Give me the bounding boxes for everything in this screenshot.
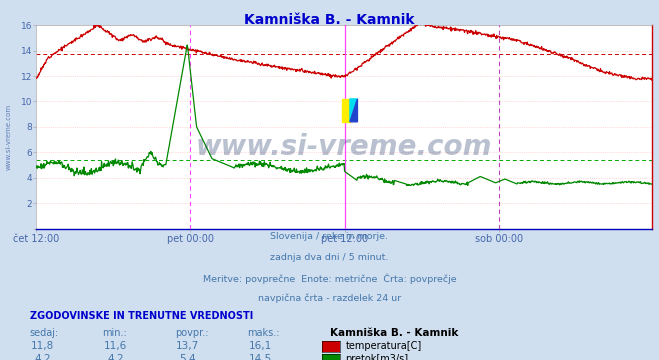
- Text: www.si-vreme.com: www.si-vreme.com: [196, 133, 492, 161]
- Text: zadnja dva dni / 5 minut.: zadnja dva dni / 5 minut.: [270, 253, 389, 262]
- Text: Kamniška B. - Kamnik: Kamniška B. - Kamnik: [330, 328, 458, 338]
- Text: Slovenija / reke in morje.: Slovenija / reke in morje.: [270, 232, 389, 241]
- Polygon shape: [350, 99, 357, 122]
- Text: 11,6: 11,6: [103, 341, 127, 351]
- Text: pretok[m3/s]: pretok[m3/s]: [345, 354, 409, 360]
- Text: 14,5: 14,5: [248, 354, 272, 360]
- Text: navpična črta - razdelek 24 ur: navpična črta - razdelek 24 ur: [258, 294, 401, 303]
- Text: povpr.:: povpr.:: [175, 328, 208, 338]
- Bar: [343, 99, 350, 122]
- Text: www.si-vreme.com: www.si-vreme.com: [6, 104, 12, 170]
- Text: Kamniška B. - Kamnik: Kamniška B. - Kamnik: [244, 13, 415, 27]
- Text: maks.:: maks.:: [247, 328, 279, 338]
- Text: 4,2: 4,2: [107, 354, 124, 360]
- Text: sedaj:: sedaj:: [30, 328, 59, 338]
- Text: Meritve: povprečne  Enote: metrične  Črta: povprečje: Meritve: povprečne Enote: metrične Črta:…: [203, 273, 456, 284]
- Text: 4,2: 4,2: [34, 354, 51, 360]
- Polygon shape: [350, 99, 357, 122]
- Text: min.:: min.:: [102, 328, 127, 338]
- Text: 5,4: 5,4: [179, 354, 196, 360]
- Text: 16,1: 16,1: [248, 341, 272, 351]
- Text: ZGODOVINSKE IN TRENUTNE VREDNOSTI: ZGODOVINSKE IN TRENUTNE VREDNOSTI: [30, 311, 253, 321]
- Text: 13,7: 13,7: [176, 341, 200, 351]
- Text: temperatura[C]: temperatura[C]: [345, 341, 422, 351]
- Text: 11,8: 11,8: [31, 341, 55, 351]
